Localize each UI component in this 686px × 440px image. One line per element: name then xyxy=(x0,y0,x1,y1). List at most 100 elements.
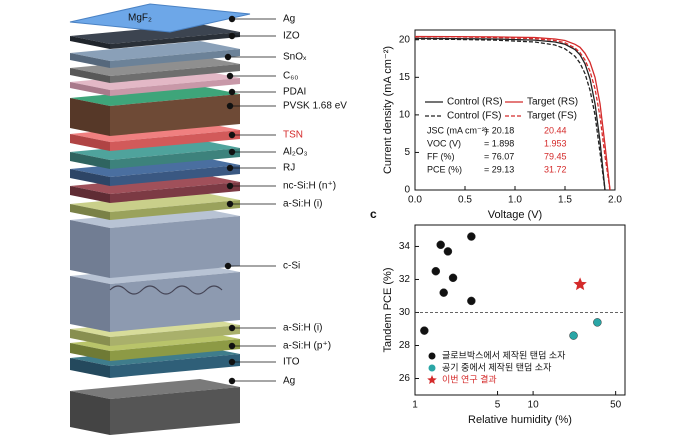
layer-top xyxy=(70,24,240,44)
point xyxy=(573,277,587,291)
leader-dot xyxy=(224,262,232,270)
y-axis-label: Current density (mA cm⁻²) xyxy=(382,46,394,174)
x-tick-label: 50 xyxy=(610,400,622,411)
point xyxy=(436,240,445,250)
layer-front xyxy=(110,148,240,169)
x-tick-label: 0.5 xyxy=(458,195,472,206)
mgf2-label: MgF₂ xyxy=(128,13,152,24)
stat-name: VOC (V) xyxy=(427,138,461,148)
layer-top xyxy=(70,140,240,160)
leader-dot xyxy=(226,182,234,190)
point xyxy=(467,296,476,306)
layer-top xyxy=(70,70,240,90)
layer-label: Al₂O₃ xyxy=(283,147,308,158)
legend-label: Target (FS) xyxy=(527,111,577,122)
layer-label: PVSK 1.68 eV xyxy=(283,101,347,112)
layer-label: TSN xyxy=(283,130,303,141)
layer-label: Ag xyxy=(283,376,295,387)
x-tick-label: 5 xyxy=(495,400,501,411)
stat-name: FF (%) xyxy=(427,151,455,161)
layer-front xyxy=(110,354,240,378)
layer-front xyxy=(110,130,240,151)
layer-label: Ag xyxy=(283,14,295,25)
layer-top xyxy=(70,379,240,399)
layer-side xyxy=(70,152,110,169)
stat-target: 31.72 xyxy=(544,164,567,174)
layer-front xyxy=(110,325,240,346)
stat-target: 79.45 xyxy=(544,151,567,161)
layer-label: RJ xyxy=(283,163,295,174)
layer-front xyxy=(110,200,240,220)
layer-front xyxy=(110,78,240,96)
y-tick-label: 20 xyxy=(399,34,411,45)
layer-top xyxy=(70,41,240,61)
stat-name: PCE (%) xyxy=(427,164,462,174)
stat-control: = 76.07 xyxy=(484,151,514,161)
layer-label: a-Si:H (i) xyxy=(283,199,322,210)
layer-front xyxy=(110,165,240,186)
legend-label: Control (RS) xyxy=(447,97,503,108)
stat-control: = 1.898 xyxy=(484,138,514,148)
layer-label: c-Si xyxy=(283,261,300,272)
layer-top xyxy=(70,192,240,212)
mgf2-layer xyxy=(69,3,251,33)
layer-side xyxy=(70,36,110,49)
leader-dot xyxy=(226,164,234,172)
layer-top xyxy=(70,157,240,177)
leader-dot xyxy=(228,342,236,350)
y-tick-label: 28 xyxy=(399,340,411,351)
layer-label: nc-Si:H (n⁺) xyxy=(283,181,336,192)
legend-label: 공기 중에서 제작된 탠덤 소자 xyxy=(442,361,552,372)
x-tick-label: 1.5 xyxy=(558,195,572,206)
stat-name: JSC (mA cm⁻²) xyxy=(427,125,488,135)
leader-dot xyxy=(226,72,234,80)
leader-dot xyxy=(228,15,236,23)
layer-side xyxy=(70,343,110,361)
layer-side xyxy=(70,204,110,220)
x-tick-label: 2.0 xyxy=(608,195,622,206)
layer-label: a-Si:H (i) xyxy=(283,323,322,334)
x-tick-label: 0.0 xyxy=(408,195,422,206)
legend-marker xyxy=(428,352,436,360)
leader-dot xyxy=(228,131,236,139)
x-tick-label: 10 xyxy=(528,400,540,411)
point xyxy=(420,326,429,335)
layer-front xyxy=(110,94,240,136)
c-si-texture xyxy=(109,285,223,295)
stat-target: 20.44 xyxy=(544,125,567,135)
plot-frame xyxy=(414,224,626,396)
leader-dot xyxy=(228,324,236,332)
jv-curve xyxy=(414,35,611,191)
layer-side xyxy=(70,169,110,186)
leader-dot xyxy=(228,32,236,40)
legend-label: 이번 연구 결과 xyxy=(442,374,497,384)
x-axis-label: Relative humidity (%) xyxy=(468,414,572,426)
layer-top xyxy=(70,86,240,106)
layer-label: SnOₓ xyxy=(283,52,307,63)
y-tick-label: 15 xyxy=(399,72,411,83)
x-tick-label: 1 xyxy=(412,400,418,411)
legend-marker xyxy=(428,364,436,372)
layer-side xyxy=(70,98,110,136)
layer-label: IZO xyxy=(283,31,300,42)
layer-label: a-Si:H (p⁺) xyxy=(283,341,331,352)
leader-dot xyxy=(226,102,234,110)
layer-front xyxy=(110,49,240,68)
layer-side xyxy=(70,358,110,378)
layer-front xyxy=(110,339,240,361)
stat-control: = 29.13 xyxy=(484,164,514,174)
leader-dot xyxy=(228,88,236,96)
leader-dot xyxy=(228,377,236,385)
layer-stack: MgF₂ xyxy=(69,3,251,435)
x-tick-label: 1.0 xyxy=(508,195,522,206)
legend-marker xyxy=(427,375,437,384)
layer-side xyxy=(70,329,110,346)
point xyxy=(439,288,448,297)
layer-top xyxy=(70,56,240,76)
y-tick-label: 30 xyxy=(399,307,411,318)
layer-label: ITO xyxy=(283,357,300,368)
y-tick-label: 26 xyxy=(399,373,411,384)
layer-front xyxy=(110,32,240,49)
point xyxy=(448,273,458,283)
